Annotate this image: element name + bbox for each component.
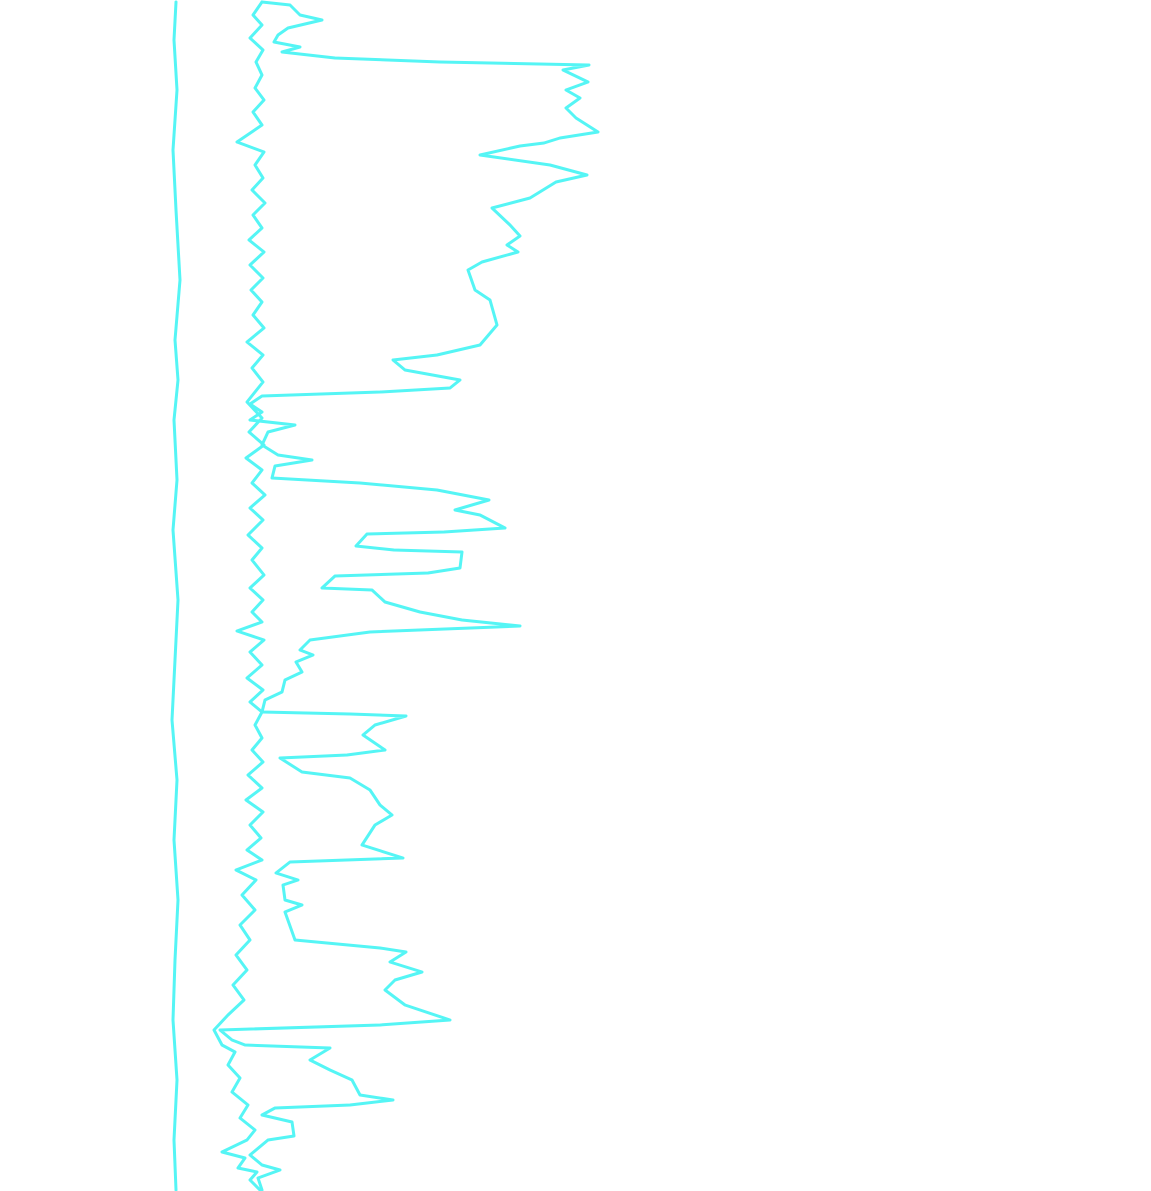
- series-line-2: [212, 0, 267, 1191]
- series-layer: [170, 0, 600, 1191]
- series-line-1: [170, 0, 182, 1191]
- series-line-3: [218, 0, 600, 1191]
